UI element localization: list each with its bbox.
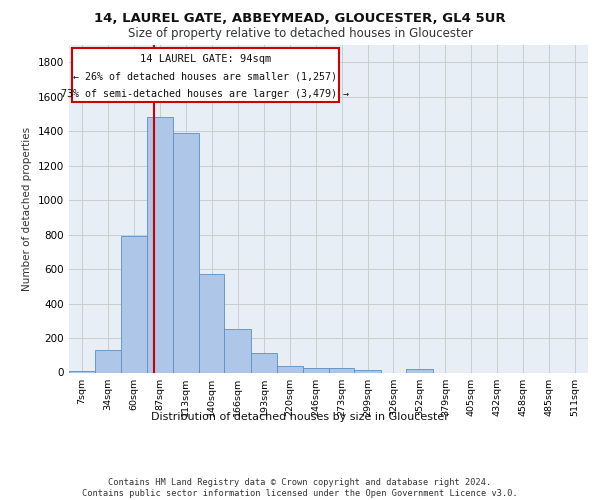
Bar: [224, 330, 251, 372]
Bar: [277, 366, 302, 372]
Bar: [69, 371, 95, 372]
Bar: [147, 118, 173, 372]
Bar: [173, 133, 199, 372]
Bar: [355, 370, 381, 372]
Bar: [199, 274, 224, 372]
Text: ← 26% of detached houses are smaller (1,257): ← 26% of detached houses are smaller (1,…: [73, 72, 337, 82]
Bar: [329, 368, 355, 372]
Text: 14 LAUREL GATE: 94sqm: 14 LAUREL GATE: 94sqm: [140, 54, 271, 64]
Bar: [121, 236, 147, 372]
FancyBboxPatch shape: [71, 48, 339, 102]
Text: Distribution of detached houses by size in Gloucester: Distribution of detached houses by size …: [151, 412, 449, 422]
Text: 14, LAUREL GATE, ABBEYMEAD, GLOUCESTER, GL4 5UR: 14, LAUREL GATE, ABBEYMEAD, GLOUCESTER, …: [94, 12, 506, 26]
Bar: [302, 368, 329, 372]
Text: 73% of semi-detached houses are larger (3,479) →: 73% of semi-detached houses are larger (…: [61, 88, 349, 99]
Text: Size of property relative to detached houses in Gloucester: Size of property relative to detached ho…: [128, 28, 473, 40]
Bar: [406, 369, 433, 372]
Bar: [95, 350, 121, 372]
Bar: [251, 352, 277, 372]
Y-axis label: Number of detached properties: Number of detached properties: [22, 126, 32, 291]
Text: Contains HM Land Registry data © Crown copyright and database right 2024.
Contai: Contains HM Land Registry data © Crown c…: [82, 478, 518, 498]
